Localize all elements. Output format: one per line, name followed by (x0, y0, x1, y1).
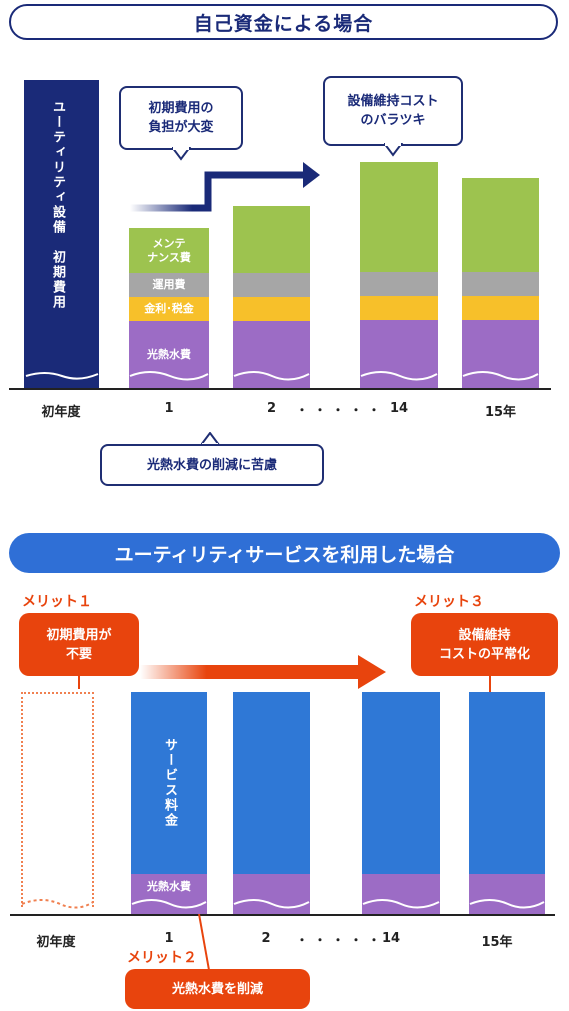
s1-xlabel-initial: 初年度 (41, 405, 81, 420)
s2-bar-year15 (469, 692, 545, 914)
segment-service-fee (233, 692, 310, 874)
s2-x-axis (10, 914, 555, 916)
bubble-tail (172, 147, 192, 161)
s1-wave-lines (25, 371, 539, 381)
flat-arrow (140, 655, 386, 689)
segment-operation: 運用費 (129, 273, 209, 297)
segment-operation (233, 273, 310, 297)
merit1-pointer-line (78, 675, 80, 689)
bubble-initial-cost-burden: 初期費用の 負担が大変 (119, 86, 243, 150)
segment-maintenance (360, 162, 438, 272)
segment-service-fee (362, 692, 440, 874)
merit2-label: メリット２ (127, 950, 197, 966)
segment-service-fee: サービス料金 (131, 692, 207, 874)
initial-cost-label: ユーティリティ設備 初期費用 (50, 100, 65, 310)
initial-cost-bar: ユーティリティ設備 初期費用 (24, 80, 99, 388)
segment-service-fee (469, 692, 545, 874)
segment-maintenance (462, 178, 539, 272)
s1-bar-year15 (462, 178, 539, 388)
segment-interest-tax (233, 297, 310, 321)
bubble-tail (384, 143, 404, 157)
segment-operation (360, 272, 438, 296)
s2-xlabel-15: 15年 (481, 935, 513, 950)
s2-ellipsis: ・・・・・ (296, 933, 387, 947)
s2-bar-year2 (233, 692, 310, 914)
s2-xlabel-2: 2 (261, 931, 271, 946)
segment-interest-tax (360, 296, 438, 320)
segment-utility (462, 320, 539, 388)
merit2-bubble: 光熱水費を削減 (125, 969, 310, 1009)
step-arrow (130, 162, 320, 212)
s1-ellipsis: ・・・・・ (296, 403, 387, 417)
merit3-bubble: 設備維持 コストの平常化 (411, 613, 558, 676)
s2-wave-lines (21, 899, 545, 909)
s2-bar-year14 (362, 692, 440, 914)
segment-utility: 光熱水費 (129, 321, 209, 388)
section1-title: 自己資金による場合 (9, 4, 558, 40)
s2-xlabel-14: 14 (381, 931, 401, 946)
s1-xlabel-2: 2 (266, 401, 277, 416)
s1-bar-year1: メンテ ナンス費 運用費 金利･税金 光熱水費 (129, 228, 209, 388)
merit1-bubble: 初期費用が 不要 (19, 613, 139, 676)
service-fee-label: サービス料金 (162, 738, 177, 828)
s1-x-axis (9, 388, 551, 390)
segment-interest-tax: 金利･税金 (129, 297, 209, 321)
segment-operation (462, 272, 539, 296)
s2-xlabel-initial: 初年度 (36, 935, 76, 950)
s1-xlabel-15: 15年 (484, 405, 517, 420)
bubble-maintenance-variance: 設備維持コスト のバラツキ (323, 76, 463, 146)
s1-bar-year14 (360, 162, 438, 388)
segment-maintenance (233, 206, 310, 273)
s1-xlabel-14: 14 (389, 401, 409, 416)
bubble-utility-reduction-difficulty: 光熱水費の削減に苦慮 (100, 444, 324, 486)
merit2-pointer-line (198, 914, 210, 970)
s2-xlabel-1: 1 (164, 931, 174, 946)
s1-xlabel-1: 1 (164, 401, 174, 416)
segment-interest-tax (462, 296, 539, 320)
s1-bar-year2 (233, 206, 310, 388)
section2-title: ユーティリティサービスを利用した場合 (9, 533, 560, 573)
initial-cost-none-placeholder (21, 692, 94, 907)
s2-bar-year1: サービス料金 光熱水費 (131, 692, 207, 914)
merit3-label: メリット３ (414, 594, 484, 610)
merit1-label: メリット１ (22, 594, 92, 610)
segment-maintenance: メンテ ナンス費 (129, 228, 209, 273)
merit3-pointer-line (489, 675, 491, 693)
